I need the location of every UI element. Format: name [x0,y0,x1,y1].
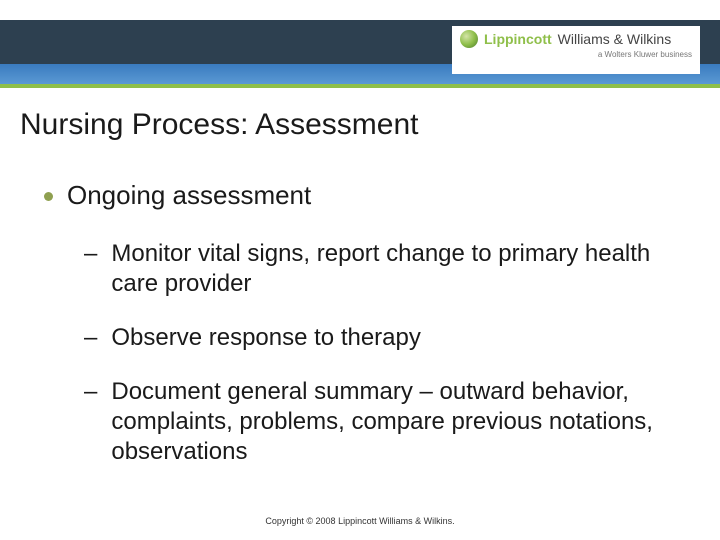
brand-secondary: Williams & Wilkins [558,31,672,47]
main-bullet: Ongoing assessment [44,180,676,211]
sub-bullet-text: Observe response to therapy [111,323,421,353]
sub-bullet-list: – Monitor vital signs, report change to … [44,239,676,467]
sub-bullet-item: – Monitor vital signs, report change to … [84,239,676,299]
main-bullet-text: Ongoing assessment [67,180,311,211]
dash-icon: – [84,239,97,269]
sub-bullet-text: Monitor vital signs, report change to pr… [111,239,676,299]
logo-swirl-icon [460,30,478,48]
publisher-logo: Lippincott Williams & Wilkins a Wolters … [452,26,700,74]
green-accent-line [0,84,720,88]
copyright-footer: Copyright © 2008 Lippincott Williams & W… [0,516,720,526]
slide-title: Nursing Process: Assessment [0,90,720,142]
brand-subtitle: a Wolters Kluwer business [598,50,692,59]
dash-icon: – [84,323,97,353]
header-bands: Lippincott Williams & Wilkins a Wolters … [0,0,720,90]
sub-bullet-item: – Observe response to therapy [84,323,676,353]
sub-bullet-text: Document general summary – outward behav… [111,377,676,467]
sub-bullet-item: – Document general summary – outward beh… [84,377,676,467]
bullet-dot-icon [44,192,53,201]
logo-main-row: Lippincott Williams & Wilkins [460,30,671,48]
dash-icon: – [84,377,97,407]
slide-content: Ongoing assessment – Monitor vital signs… [0,142,720,467]
brand-primary: Lippincott [484,31,552,47]
